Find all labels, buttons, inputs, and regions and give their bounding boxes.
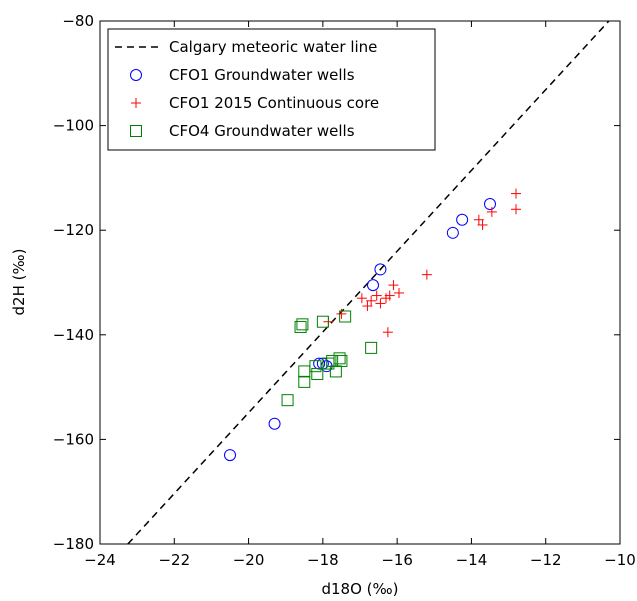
legend-square-swatch bbox=[130, 125, 142, 137]
x-axis-label: d18O (‰) bbox=[321, 580, 398, 598]
legend-label-cfo1-core: CFO1 2015 Continuous core bbox=[169, 94, 379, 112]
point-plus bbox=[366, 295, 377, 306]
point-plus bbox=[421, 269, 432, 280]
point-circle bbox=[313, 357, 326, 370]
legend-plus-swatch bbox=[131, 98, 141, 108]
meteoric-water-line bbox=[127, 21, 610, 544]
point-plus bbox=[511, 188, 521, 199]
point-square bbox=[339, 310, 352, 323]
legend-label-cfo1-wells: CFO1 Groundwater wells bbox=[169, 66, 355, 84]
y-axis-label: d2H (‰) bbox=[10, 249, 28, 316]
water-line-layer bbox=[127, 21, 610, 544]
plot-frame bbox=[99, 20, 621, 545]
point-circle bbox=[456, 213, 469, 226]
point-circle bbox=[446, 226, 459, 239]
point-square bbox=[316, 315, 329, 328]
point-circle bbox=[367, 279, 379, 292]
x-tick-label: −18 bbox=[307, 551, 339, 569]
x-tick-label: −16 bbox=[381, 551, 413, 569]
point-plus bbox=[375, 298, 386, 309]
x-tick-label: −20 bbox=[233, 551, 265, 569]
x-tick-label: −14 bbox=[456, 551, 488, 569]
y-tick-label: −180 bbox=[53, 535, 94, 553]
x-axis: −24 −22 −20 −18 −16 −14 −12 −10 bbox=[84, 21, 636, 569]
point-plus bbox=[362, 301, 373, 312]
point-square bbox=[298, 375, 311, 388]
legend-circle-swatch bbox=[130, 69, 142, 81]
point-plus bbox=[486, 206, 497, 217]
point-circle bbox=[484, 198, 496, 211]
point-plus bbox=[473, 214, 484, 225]
point-circle bbox=[374, 263, 387, 276]
point-plus bbox=[388, 280, 399, 291]
y-tick-label: −100 bbox=[53, 117, 94, 135]
point-plus bbox=[382, 327, 393, 338]
x-tick-label: −22 bbox=[158, 551, 190, 569]
point-plus bbox=[371, 290, 382, 301]
points-layer bbox=[224, 188, 521, 462]
legend-label-water-line: Calgary meteoric water line bbox=[169, 38, 377, 56]
legend-frame bbox=[107, 28, 436, 151]
x-tick-label: −24 bbox=[84, 551, 116, 569]
point-square bbox=[296, 318, 309, 331]
y-axis: −180 −160 −140 −120 −100 −80 bbox=[53, 12, 620, 553]
point-square bbox=[335, 354, 348, 367]
point-square bbox=[281, 394, 294, 407]
point-square bbox=[333, 352, 346, 365]
point-square bbox=[326, 354, 339, 367]
point-plus bbox=[394, 287, 404, 298]
point-square bbox=[294, 320, 307, 333]
point-plus bbox=[477, 219, 488, 230]
legend-label-cfo4-wells: CFO4 Groundwater wells bbox=[169, 122, 355, 140]
y-tick-label: −160 bbox=[53, 430, 94, 448]
point-square bbox=[311, 368, 324, 381]
point-square bbox=[365, 341, 378, 354]
y-tick-label: −80 bbox=[62, 12, 94, 30]
y-tick-label: −120 bbox=[53, 221, 94, 239]
point-plus bbox=[384, 290, 395, 301]
legend: Calgary meteoric water line CFO1 Groundw… bbox=[107, 28, 436, 151]
point-square bbox=[309, 360, 322, 373]
point-plus bbox=[356, 293, 367, 304]
x-tick-label: −10 bbox=[604, 551, 636, 569]
x-tick-label: −12 bbox=[530, 551, 562, 569]
point-circle bbox=[268, 417, 281, 430]
point-plus bbox=[511, 204, 521, 215]
point-circle bbox=[224, 449, 236, 462]
y-tick-label: −140 bbox=[53, 326, 94, 344]
